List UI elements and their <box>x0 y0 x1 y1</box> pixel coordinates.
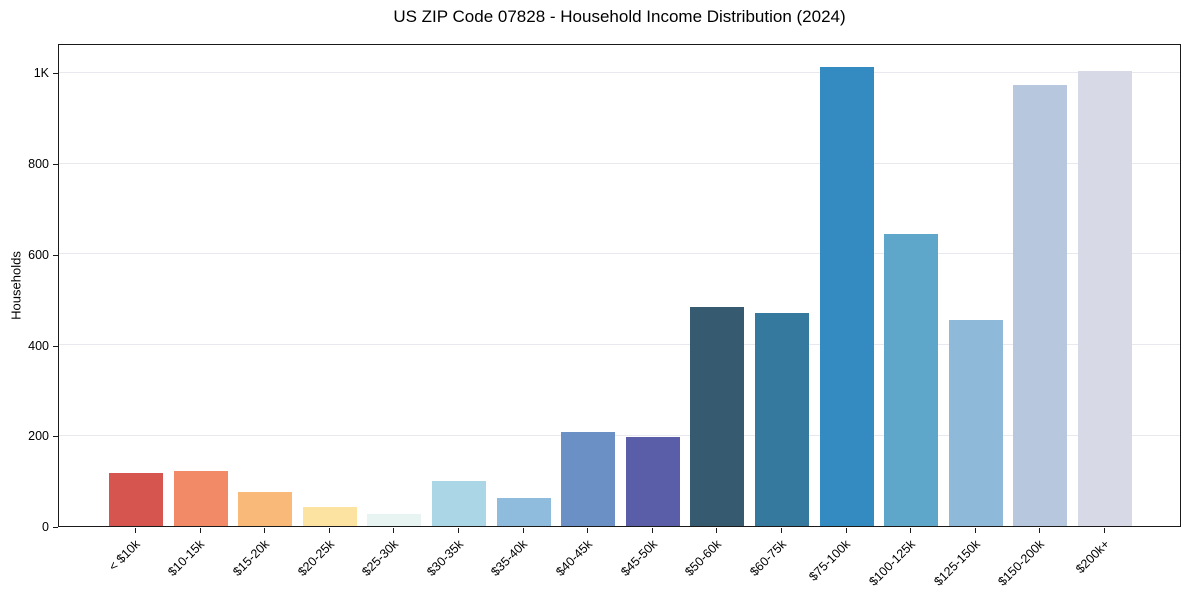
x-tick-label: $60-75k <box>747 537 789 579</box>
bar-$75-100k <box>819 67 874 526</box>
x-tick-label: $25-30k <box>359 537 402 579</box>
bar-$125-150k <box>948 319 1003 526</box>
gridline-400 <box>59 344 1180 346</box>
bar-$10-15k <box>173 470 228 526</box>
y-tick-mark <box>53 73 58 75</box>
x-tick-mark <box>328 528 330 533</box>
y-tick-label: 600 <box>28 247 49 262</box>
y-tick-mark <box>53 254 58 256</box>
y-tick-mark <box>53 164 58 166</box>
y-tick-label: 200 <box>28 429 49 444</box>
y-tick-label: 800 <box>28 157 49 172</box>
bar-$15-20k <box>238 492 293 526</box>
y-tick-mark <box>53 436 58 438</box>
bar-< $10k <box>109 472 163 526</box>
bar-$30-35k <box>432 481 486 526</box>
x-tick-mark <box>264 528 266 533</box>
x-tick-mark <box>522 528 524 533</box>
x-tick-mark <box>1104 528 1105 533</box>
x-tick-mark <box>199 528 201 533</box>
x-tick-label: $100-125k <box>866 537 919 589</box>
x-tick-label: $75-100k <box>806 537 854 584</box>
x-tick-mark <box>845 528 847 533</box>
x-tick-label: $35-40k <box>488 537 531 579</box>
bar-$45-50k <box>625 437 680 526</box>
x-tick-label: $30-35k <box>424 537 466 579</box>
x-tick-mark <box>781 528 782 533</box>
y-tick-label: 1K <box>33 66 49 81</box>
x-tick-mark <box>587 528 589 533</box>
y-tick-mark <box>53 527 58 528</box>
bar-$200k+ <box>1078 70 1132 526</box>
y-tick-label: 0 <box>42 520 49 534</box>
x-tick-label: $40-45k <box>553 537 596 579</box>
x-tick-label: < $10k <box>106 537 143 574</box>
chart-title: US ZIP Code 07828 - Household Income Dis… <box>393 7 846 26</box>
bar-$20-25k <box>302 506 357 526</box>
x-tick-mark <box>974 528 976 533</box>
x-tick-label: $15-20k <box>230 537 273 579</box>
y-tick-label: 400 <box>28 338 49 353</box>
bar-$40-45k <box>561 432 616 526</box>
x-tick-mark <box>458 528 459 533</box>
gridline-200 <box>59 434 1180 436</box>
x-tick-label: $150-200k <box>995 537 1048 589</box>
bar-$25-30k <box>367 514 422 526</box>
y-axis-label: Households <box>8 251 24 320</box>
bar-$50-60k <box>690 306 745 526</box>
x-tick-label: $20-25k <box>294 537 337 579</box>
bar-$35-40k <box>496 497 551 526</box>
gridline-600 <box>59 253 1180 255</box>
x-tick-label: $50-60k <box>682 537 725 579</box>
x-tick-label: $45-50k <box>617 537 660 579</box>
gridline-1K <box>59 71 1180 73</box>
bar-$100-125k <box>884 233 939 526</box>
plot-area <box>58 44 1181 527</box>
x-tick-mark <box>910 528 912 533</box>
bar-$150-200k <box>1013 85 1068 526</box>
x-tick-mark <box>651 528 653 533</box>
x-tick-mark <box>716 528 718 533</box>
gridline-800 <box>59 162 1180 164</box>
y-tick-mark <box>53 345 58 347</box>
x-tick-mark <box>393 528 395 533</box>
x-tick-label: $10-15k <box>165 537 208 579</box>
x-tick-mark <box>135 528 136 533</box>
x-tick-mark <box>1039 528 1041 533</box>
x-tick-label: $125-150k <box>931 537 983 589</box>
bar-$60-75k <box>755 312 809 526</box>
x-tick-label: $200k+ <box>1072 537 1112 577</box>
